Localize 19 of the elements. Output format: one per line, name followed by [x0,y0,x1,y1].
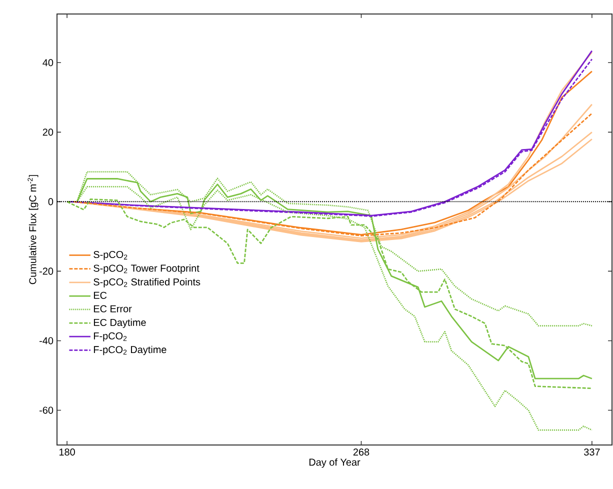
x-axis-title: Day of Year [309,458,360,468]
legend-label: S-pCO$_{2}$ [94,251,128,260]
legend-label: S-pCO$_{2}$ Tower Footprint [94,264,200,274]
legend-label: F-pCO$_{2}$ Daytime [94,346,166,356]
legend-label: EC [94,292,107,299]
x-tick-label: 268 [353,448,370,456]
y-axis-title: Cumulative Flux [gC m$^{-2}$] [28,175,38,284]
legend-label: EC Error [94,305,132,312]
legend-label: EC Daytime [94,318,146,328]
y-tick-label: 40 [42,59,54,66]
y-tick-label: -20 [40,268,54,275]
y-tick-label: 20 [42,128,54,136]
x-tick-label: 337 [584,448,600,456]
y-tick-label: 0 [48,198,54,206]
legend-label: S-pCO$_{2}$ Stratified Points [94,278,200,288]
legend-label: F-pCO$_{2}$ [94,332,127,342]
y-tick-label: -40 [40,337,54,344]
x-tick-label: 180 [59,448,75,456]
y-tick-label: -60 [40,406,54,414]
